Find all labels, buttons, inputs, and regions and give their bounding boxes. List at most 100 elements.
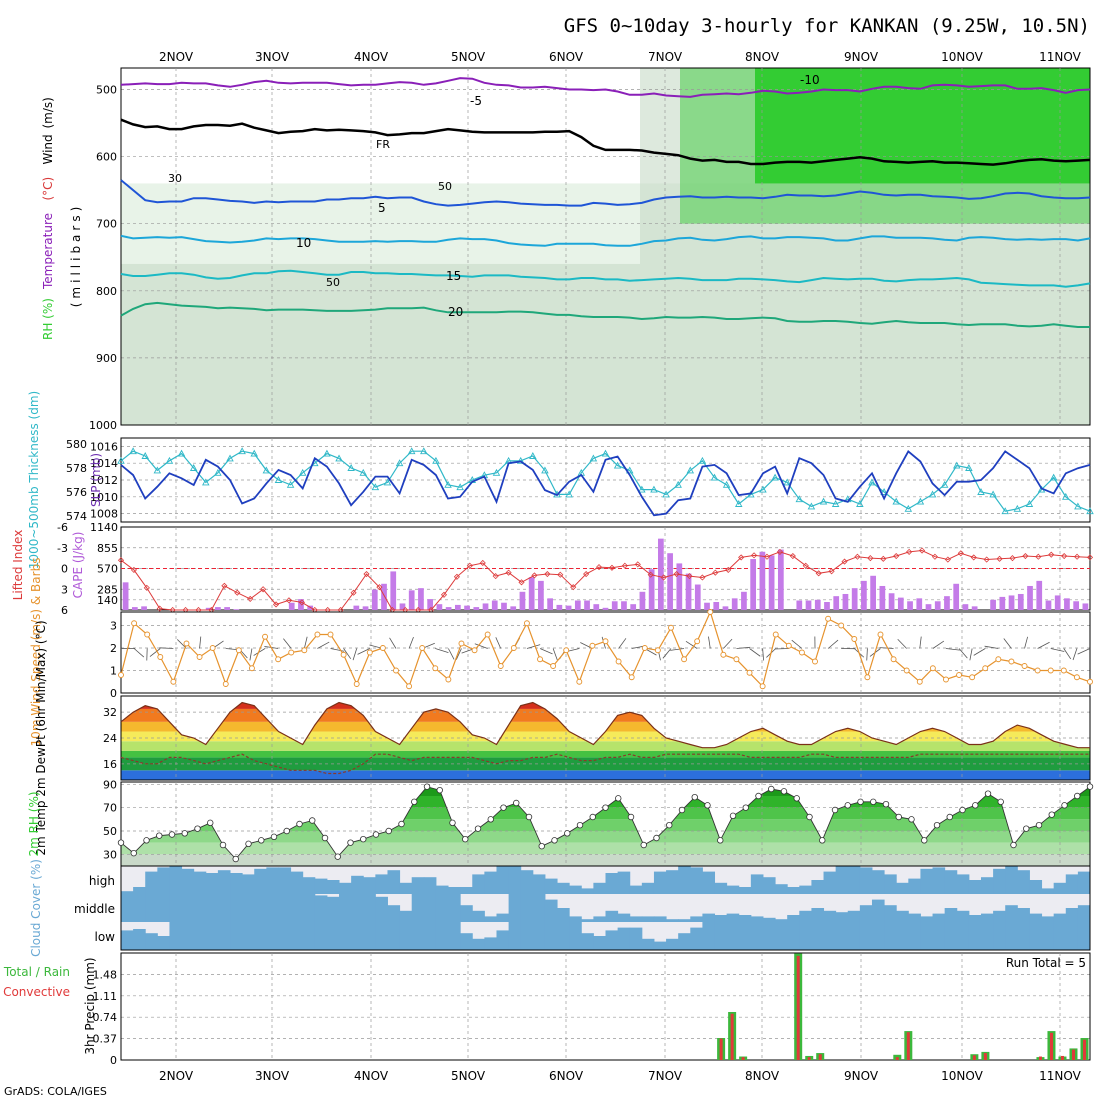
cloud-cell: [980, 877, 994, 894]
cloud-cell: [193, 894, 207, 922]
precip-tick-label: 1.48: [93, 968, 118, 981]
rh-y-label: 2m RH (%): [27, 791, 41, 856]
temp-band: [121, 741, 1090, 751]
rh-marker: [117, 839, 125, 846]
cloud-cell: [859, 922, 873, 950]
cloud-cell: [944, 922, 958, 950]
cloud-cell: [641, 916, 655, 922]
thickness-marker: [335, 454, 343, 462]
upper-y-axis-label: (millibars): [69, 203, 83, 308]
cape-bar: [722, 606, 729, 610]
cloud-cell: [726, 922, 740, 950]
rh-tick-label: 30: [103, 848, 117, 861]
cloud-cell: [484, 916, 497, 922]
wind-barb: [159, 647, 174, 649]
rh-marker: [1010, 841, 1017, 849]
cloud-cell: [1077, 871, 1091, 894]
cloud-cell: [242, 894, 255, 922]
cloud-cell: [460, 905, 473, 922]
rh-marker: [283, 827, 290, 835]
cloud-cell: [133, 929, 146, 950]
thickness-marker: [856, 500, 864, 507]
cape-bar: [288, 602, 295, 610]
rh-marker: [385, 827, 392, 835]
wind-barb: [303, 636, 308, 649]
rh-marker: [130, 849, 137, 857]
cape-bar: [1027, 585, 1033, 610]
wind-barb: [879, 647, 894, 649]
thickness-marker: [383, 478, 392, 486]
rh-marker: [1035, 821, 1043, 829]
cloud-cell: [145, 933, 158, 950]
cloud-cell: [121, 894, 134, 922]
cloud-cell: [871, 922, 885, 950]
cloud-cell: [702, 922, 716, 950]
cloud-cell: [508, 894, 522, 922]
cloud-cell: [1065, 922, 1079, 950]
cloud-cell: [1077, 905, 1091, 922]
thickness-marker: [759, 485, 767, 493]
cloud-cell: [653, 871, 667, 894]
lifted-index-marker: [725, 566, 732, 573]
cape-bar: [371, 589, 378, 610]
cloud-row-label: middle: [74, 902, 115, 916]
lifted-index-marker: [841, 558, 848, 565]
cape-bar: [971, 606, 978, 610]
date-label-top: 10NOV: [941, 50, 983, 64]
lifted-index-marker: [854, 553, 861, 560]
lifted-index-marker: [583, 570, 590, 578]
cape-bar: [667, 553, 673, 610]
wind-barb: [969, 648, 973, 661]
lifted-index-marker: [350, 589, 357, 596]
cloud-cell: [314, 895, 328, 922]
cloud-cell: [448, 887, 461, 894]
lifted-index-marker: [660, 574, 667, 581]
thickness-marker: [916, 497, 925, 505]
rh-marker: [321, 834, 329, 842]
cloud-cell: [145, 894, 158, 922]
wind-speed-marker: [838, 622, 845, 629]
thickness-marker: [444, 480, 452, 488]
rh-marker: [755, 792, 762, 800]
cloud-cell: [569, 922, 582, 950]
lifted-index-marker: [789, 552, 796, 560]
lifted-index-marker: [1009, 555, 1016, 562]
cape-bar: [547, 598, 553, 610]
cape-bar: [611, 601, 618, 610]
cloud-cell: [254, 922, 267, 950]
cloud-cell: [823, 910, 837, 922]
wind-speed-marker: [550, 663, 557, 669]
thickness-frame: [120, 437, 1091, 523]
cloud-cell: [629, 916, 643, 922]
cape-bar: [399, 603, 406, 610]
cloud-cell: [169, 894, 183, 922]
date-label-top: 7NOV: [648, 50, 683, 64]
cloud-cell: [254, 894, 267, 922]
date-label-bottom: 4NOV: [354, 1069, 389, 1083]
wind-speed-marker: [301, 647, 308, 654]
precip-conv-bar: [807, 1057, 811, 1060]
thickness-marker: [214, 468, 222, 476]
wind-barb: [762, 648, 765, 661]
cape-tick-label: 855: [97, 542, 118, 555]
cloud-cell: [641, 938, 655, 950]
cloud-cell: [750, 922, 764, 950]
lifted-index-marker: [893, 552, 900, 560]
wind-barb: [866, 648, 868, 661]
wind-barb: [919, 636, 922, 649]
thickness-marker: [625, 466, 634, 474]
cloud-cell: [1053, 882, 1067, 894]
wind-speed-marker: [393, 667, 399, 674]
cloud-cell: [569, 916, 582, 922]
cloud-cell: [266, 894, 279, 922]
cape-bar: [538, 580, 544, 610]
cloud-cell: [920, 916, 934, 922]
cloud-cell: [133, 887, 146, 894]
cape-bar: [685, 573, 692, 610]
wind-barb: [945, 648, 960, 651]
cape-bar: [131, 607, 138, 610]
rh-marker: [576, 821, 584, 829]
cloud-cell: [326, 896, 340, 922]
wind-speed-marker: [209, 645, 216, 651]
precip-y-label: 3hr Precip (mm): [83, 957, 97, 1054]
